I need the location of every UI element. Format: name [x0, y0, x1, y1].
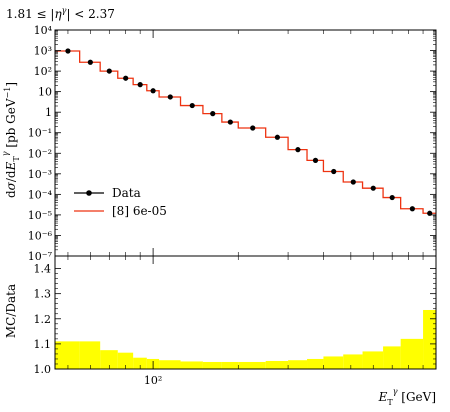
ratio-bar — [159, 360, 181, 369]
data-point — [227, 119, 233, 125]
main-y-tick-label: 10⁻⁵ — [28, 209, 52, 222]
data-point — [123, 75, 129, 81]
ratio-plot-frame — [54, 255, 437, 370]
legend-data-marker — [86, 190, 92, 196]
ratio-bar — [265, 360, 289, 369]
main-y-tick-label: 10⁻¹ — [28, 127, 52, 140]
ratio-bar — [307, 358, 324, 369]
ratio-bar — [221, 361, 239, 369]
data-point — [150, 88, 156, 94]
main-y-tick-label: 10⁻⁷ — [28, 250, 53, 263]
ratio-y-tick-label: 1.3 — [34, 288, 52, 301]
ratio-bar — [117, 352, 134, 369]
ratio-bar — [100, 350, 118, 369]
main-plot-frame — [54, 29, 437, 257]
ratio-y-tick-label: 1.0 — [34, 363, 52, 376]
main-y-tick-label: 10³ — [34, 45, 52, 58]
data-point — [350, 179, 356, 185]
data-point — [106, 68, 112, 74]
data-point — [370, 185, 376, 191]
main-y-tick-label: 10⁻² — [28, 147, 52, 160]
main-y-tick-label: 10⁴ — [34, 24, 53, 37]
data-point — [331, 168, 337, 175]
main-y-tick-label: 1 — [45, 106, 52, 119]
ratio-bar — [323, 356, 344, 369]
ratio-bar — [288, 360, 308, 369]
legend-mc-label: [8] 6e-05 — [112, 204, 167, 218]
data-point — [295, 147, 301, 153]
ratio-panel: 10² 1.0 1.1 1.2 1.3 1.4 — [34, 255, 437, 387]
data-point — [274, 134, 280, 140]
main-y-tick-label: 10⁻³ — [28, 168, 52, 181]
main-y-tick-label: 10 — [38, 86, 52, 99]
data-point — [189, 102, 195, 109]
ratio-y-tick-label: 1.1 — [34, 338, 52, 351]
x-axis-label: ETγ [GeV] — [378, 387, 436, 407]
ratio-bar — [383, 346, 401, 369]
data-point — [167, 94, 173, 100]
ratio-y-axis-label: MC/Data — [4, 284, 18, 338]
main-panel: 10⁴ 10³ 10² 10 1 10⁻¹ 10⁻² 10⁻³ 10⁻⁴ 10⁻⁵ 10⁻⁶ 10⁻⁷… — [28, 24, 437, 263]
panel-title: 1.81 ≤ |ηγ| < 2.37 — [6, 6, 115, 21]
ratio-bar — [79, 341, 101, 369]
ratio-bar — [202, 361, 222, 369]
ratio-bar — [55, 341, 80, 369]
ratio-bar — [423, 309, 436, 369]
data-point — [87, 59, 93, 65]
ratio-bar — [400, 338, 424, 369]
ratio-y-tick-label: 1.2 — [34, 313, 52, 326]
legend: Data [8] 6e-05 — [74, 186, 167, 218]
ratio-bar — [362, 351, 384, 369]
data-point — [65, 48, 71, 54]
x-tick-label: 10² — [144, 374, 162, 387]
main-y-tick-label: 10⁻⁴ — [28, 188, 53, 201]
data-point — [409, 206, 415, 212]
data-point — [210, 111, 216, 117]
data-point — [389, 194, 395, 201]
legend-data-label: Data — [112, 186, 141, 200]
main-y-tick-label: 10⁻⁶ — [28, 229, 53, 242]
data-point — [250, 125, 256, 131]
ratio-bar — [343, 354, 363, 369]
ratio-bar — [180, 361, 203, 369]
main-y-tick-label: 10² — [34, 65, 52, 78]
data-point — [137, 82, 143, 88]
ratio-bar — [133, 357, 147, 369]
data-point — [312, 157, 319, 163]
main-y-axis-label: dσ/dETγ [pb GeV−1] — [1, 82, 21, 198]
ratio-y-tick-label: 1.4 — [34, 263, 52, 276]
ratio-bar — [238, 361, 266, 369]
